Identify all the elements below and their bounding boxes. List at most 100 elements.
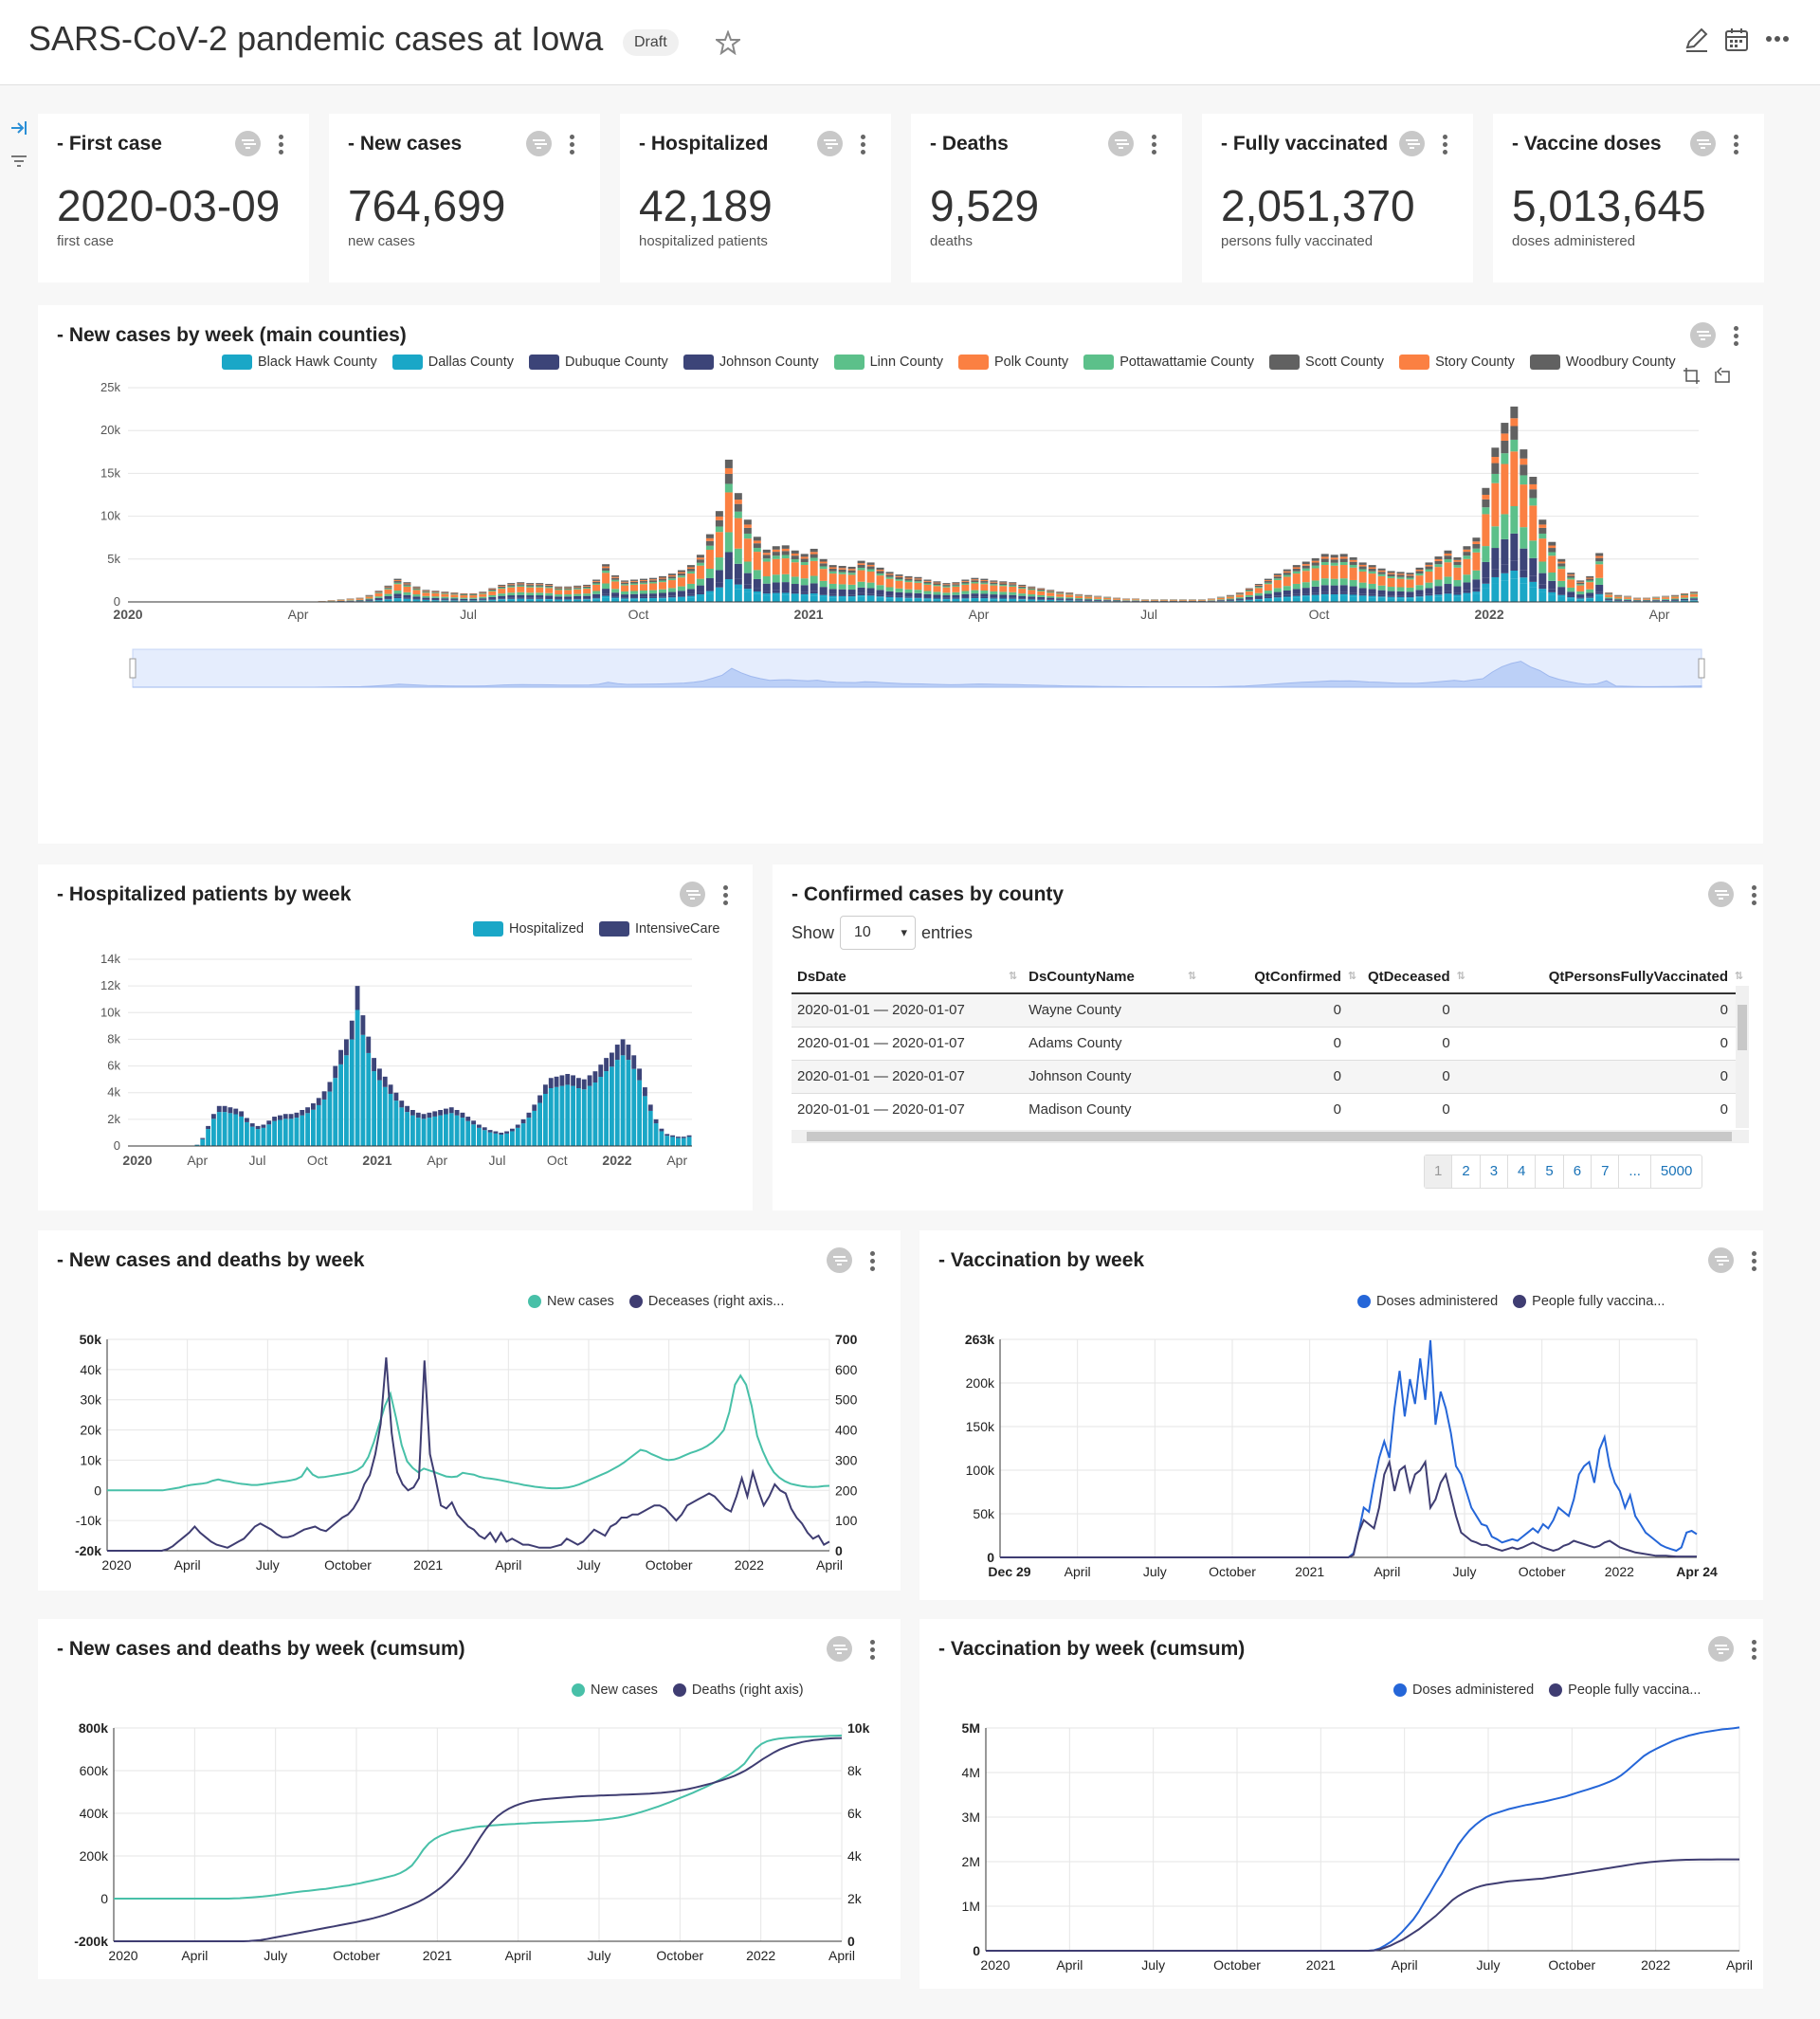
bar-segment[interactable] [942,583,951,585]
bar-segment[interactable] [1387,598,1395,602]
entries-select[interactable]: 10 ▾ [840,916,916,950]
bar-segment[interactable] [734,518,742,549]
bar-intensivecare[interactable] [592,1071,598,1083]
bar-segment[interactable] [422,592,430,596]
bar-segment[interactable] [942,587,951,593]
bar-segment[interactable] [573,599,582,600]
bar-segment[interactable] [1501,423,1509,434]
bar-segment[interactable] [488,589,497,590]
bar-segment[interactable] [1094,598,1102,600]
bar-segment[interactable] [469,597,478,599]
bar-segment[interactable] [1132,599,1140,601]
bar-segment[interactable] [1510,418,1519,427]
bar-segment[interactable] [393,596,402,599]
bar-segment[interactable] [393,581,402,583]
bar-segment[interactable] [1273,574,1282,577]
bar-segment[interactable] [791,555,799,559]
bar-segment[interactable] [1311,592,1320,595]
bar-segment[interactable] [952,586,960,592]
bar-segment[interactable] [573,585,582,587]
bar-segment[interactable] [536,599,544,602]
bar-segment[interactable] [1681,600,1689,602]
bar-hospitalized[interactable] [206,1129,210,1146]
bar-segment[interactable] [498,584,506,587]
bar-segment[interactable] [1453,594,1462,597]
bar-segment[interactable] [1254,599,1263,602]
bar-segment[interactable] [933,594,941,598]
bar-segment[interactable] [1245,599,1253,601]
bar-segment[interactable] [1548,555,1556,573]
bar-segment[interactable] [847,566,856,570]
bar-segment[interactable] [1567,597,1575,599]
bar-segment[interactable] [1444,562,1452,577]
bar-intensivecare[interactable] [311,1102,316,1110]
bar-segment[interactable] [640,584,648,591]
bar-segment[interactable] [1482,507,1490,515]
bar-segment[interactable] [734,493,742,500]
bar-segment[interactable] [1216,599,1225,601]
bar-hospitalized[interactable] [510,1131,515,1146]
bar-segment[interactable] [640,582,648,585]
bar-segment[interactable] [857,587,865,593]
bar-segment[interactable] [1453,586,1462,593]
bar-segment[interactable] [1415,575,1424,586]
bar-segment[interactable] [498,599,506,602]
bar-intensivecare[interactable] [278,1115,282,1120]
bar-segment[interactable] [1501,464,1509,515]
bar-segment[interactable] [1643,598,1651,600]
bar-segment[interactable] [412,596,421,599]
bar-segment[interactable] [753,547,761,553]
bar-intensivecare[interactable] [510,1128,515,1132]
bar-segment[interactable] [1463,552,1471,556]
bar-segment[interactable] [1586,575,1594,578]
bar-segment[interactable] [536,587,544,593]
bar-segment[interactable] [1652,599,1661,601]
expand-panel-icon[interactable] [9,118,28,137]
bar-segment[interactable] [838,584,846,590]
bar-segment[interactable] [1009,583,1017,585]
bar-segment[interactable] [1330,555,1338,558]
bar-hospitalized[interactable] [194,1144,200,1146]
bar-segment[interactable] [1690,592,1698,593]
bar-segment[interactable] [1273,580,1282,589]
bar-segment[interactable] [1339,591,1348,594]
bar-segment[interactable] [1434,591,1443,595]
bar-segment[interactable] [479,592,487,594]
bar-intensivecare[interactable] [565,1074,571,1085]
bar-hospitalized[interactable] [333,1078,338,1146]
bar-segment[interactable] [1538,584,1547,590]
bar-segment[interactable] [422,599,430,600]
bar-segment[interactable] [1510,451,1519,507]
bar-segment[interactable] [1094,597,1102,599]
cases-deaths-chart[interactable]: -20k-10k010k20k30k40k50k0100200300400500… [38,1316,901,1591]
bar-segment[interactable] [1320,595,1329,602]
bar-segment[interactable] [1529,477,1538,484]
bar-intensivecare[interactable] [477,1124,482,1128]
bar-segment[interactable] [1339,556,1348,559]
bar-segment[interactable] [555,600,563,602]
bar-segment[interactable] [677,596,685,598]
bar-segment[interactable] [1538,591,1547,602]
bar-intensivecare[interactable] [610,1052,614,1067]
bar-segment[interactable] [705,578,714,589]
bar-segment[interactable] [412,590,421,595]
bar-hospitalized[interactable] [587,1085,592,1146]
legend-item[interactable]: Scott County [1269,355,1384,370]
bar-hospitalized[interactable] [647,1110,653,1146]
bar-segment[interactable] [611,579,620,582]
bar-segment[interactable] [431,600,440,602]
bar-segment[interactable] [488,588,497,590]
bar-segment[interactable] [990,594,998,598]
bar-segment[interactable] [1690,592,1698,594]
bar-intensivecare[interactable] [581,1079,587,1090]
bar-segment[interactable] [1434,564,1443,568]
bar-segment[interactable] [1501,538,1509,565]
bar-segment[interactable] [971,580,979,582]
bar-segment[interactable] [621,582,629,585]
bar-segment[interactable] [1415,597,1424,602]
bar-segment[interactable] [914,598,922,602]
series-line[interactable] [986,1858,1739,1952]
bar-intensivecare[interactable] [272,1117,277,1121]
bar-intensivecare[interactable] [233,1108,239,1115]
bar-segment[interactable] [753,593,761,602]
